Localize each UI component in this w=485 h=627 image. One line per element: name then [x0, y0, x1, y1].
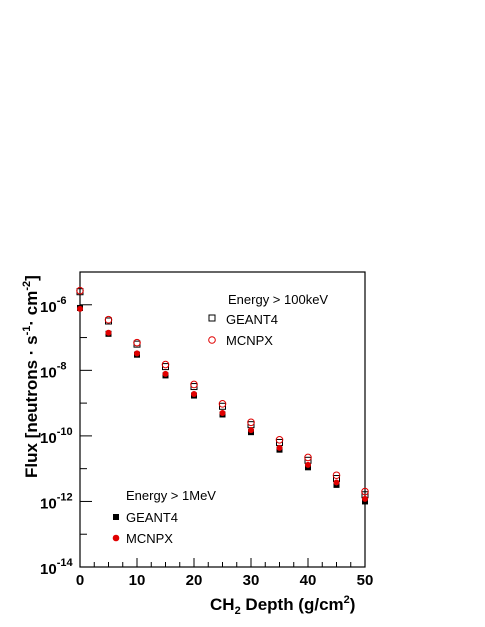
- y-tick-label: 10-12: [40, 491, 73, 512]
- legend-label-geant4-100kev: GEANT4: [226, 312, 278, 327]
- data-point-mcnpx-100kev: [275, 435, 284, 444]
- x-tick-label: 10: [129, 572, 146, 589]
- x-title-end: ): [350, 595, 356, 614]
- data-point-mcnpx-1mev: [191, 390, 197, 397]
- data-point-mcnpx-100kev: [190, 380, 198, 389]
- legend-label-mcnpx-100kev: MCNPX: [226, 333, 273, 348]
- legend-marker-filled-circle: [112, 534, 120, 542]
- y-title-superscript-2: -2: [21, 281, 33, 291]
- y-tick-label: 10-14: [40, 557, 73, 578]
- x-axis-ticks: 0 10 20 30 40 50: [76, 558, 374, 589]
- x-title-superscript: 2: [344, 594, 350, 606]
- data-point-mcnpx-1mev: [248, 427, 254, 434]
- plot-frame: [79, 271, 366, 568]
- x-tick-label: 50: [357, 572, 374, 589]
- x-tick-label: 40: [300, 572, 317, 589]
- data-point-mcnpx-100kev: [104, 315, 113, 324]
- legend-marker-open-square: [208, 314, 216, 322]
- x-title-subscript: 2: [235, 605, 241, 617]
- y-tick-label: 10-8: [40, 360, 66, 381]
- data-point-mcnpx-1mev: [162, 370, 169, 377]
- data-point-mcnpx-1mev: [105, 329, 112, 336]
- y-title-mid: · cm: [22, 291, 41, 326]
- data-point-mcnpx-1mev: [333, 479, 340, 486]
- data-point-mcnpx-100kev: [247, 418, 255, 427]
- y-title-main: Flux [neutrons · s: [22, 335, 41, 478]
- legend-label-mcnpx-1mev: MCNPX: [126, 531, 173, 546]
- legend-marker-filled-square: [113, 514, 119, 520]
- data-point-mcnpx-1mev: [219, 409, 226, 416]
- data-point-mcnpx-100kev: [361, 487, 369, 496]
- data-points: [76, 286, 369, 505]
- legend-title-100kev: Energy > 100keV: [228, 292, 328, 307]
- legend-high-energy: Energy > 100keV GEANT4 MCNPX: [208, 292, 328, 348]
- data-point-mcnpx-100kev: [76, 286, 84, 295]
- legend-marker-open-circle: [208, 336, 216, 344]
- x-tick-label: 20: [186, 572, 203, 589]
- x-axis-title: CH2 Depth (g/cm2): [210, 594, 355, 617]
- data-point-mcnpx-100kev: [161, 360, 170, 369]
- y-tick-label: 10-6: [40, 295, 66, 316]
- legend-title-1mev: Energy > 1MeV: [126, 488, 216, 503]
- data-point-mcnpx-100kev: [332, 471, 341, 480]
- legend-low-energy: Energy > 1MeV GEANT4 MCNPX: [112, 488, 216, 546]
- y-title-end: ]: [22, 275, 41, 281]
- y-axis-title: Flux [neutrons · s-1· cm-2]: [21, 275, 41, 478]
- data-point-mcnpx-100kev: [133, 338, 141, 347]
- data-point-mcnpx-100kev: [304, 453, 312, 462]
- data-point-mcnpx-1mev: [305, 461, 311, 468]
- data-point-geant4-100kev: [219, 402, 226, 410]
- y-axis-ticks: 10-6 10-8 10-10 10-12 10-14: [40, 271, 92, 578]
- legend-label-geant4-1mev: GEANT4: [126, 510, 178, 525]
- data-point-mcnpx-1mev: [134, 350, 140, 357]
- data-point-mcnpx-1mev: [362, 495, 368, 502]
- data-point-mcnpx-100kev: [218, 400, 227, 408]
- y-tick-label: 10-10: [40, 426, 73, 447]
- y-title-superscript-1: -1: [21, 326, 33, 336]
- x-tick-label: 30: [243, 572, 260, 589]
- x-tick-label: 0: [76, 572, 84, 589]
- x-title-rest: Depth (g/cm: [241, 595, 344, 614]
- data-point-mcnpx-1mev: [276, 444, 283, 451]
- data-point-mcnpx-1mev: [77, 305, 83, 312]
- x-title-main: CH: [210, 595, 235, 614]
